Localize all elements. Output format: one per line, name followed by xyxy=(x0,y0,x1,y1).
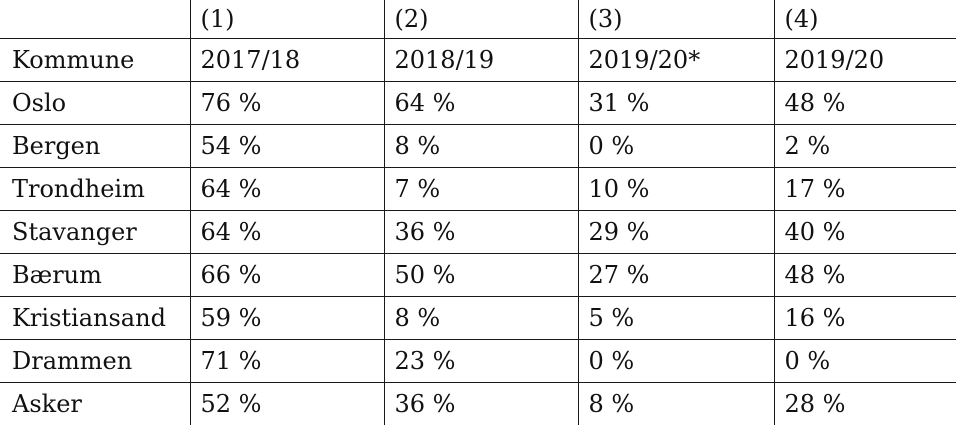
table-row: Bærum 66 % 50 % 27 % 48 % xyxy=(0,253,956,297)
value-cell: 2 % xyxy=(774,124,956,168)
value-cell: 66 % xyxy=(190,253,385,297)
value-cell: 54 % xyxy=(190,124,385,168)
value-cell: 0 % xyxy=(578,339,775,383)
value-cell: 8 % xyxy=(578,382,775,425)
value-cell: 64 % xyxy=(384,81,579,125)
empty-corner-cell xyxy=(0,0,191,39)
value-cell: 76 % xyxy=(190,81,385,125)
municipality-cell: Trondheim xyxy=(0,167,191,211)
column-number: (4) xyxy=(774,0,956,39)
value-cell: 48 % xyxy=(774,81,956,125)
value-cell: 0 % xyxy=(774,339,956,383)
table-row: Drammen 71 % 23 % 0 % 0 % xyxy=(0,339,956,383)
table-row: Oslo 76 % 64 % 31 % 48 % xyxy=(0,81,956,125)
value-cell: 59 % xyxy=(190,296,385,340)
column-number-row: (1) (2) (3) (4) xyxy=(0,0,956,39)
value-cell: 36 % xyxy=(384,382,579,425)
value-cell: 17 % xyxy=(774,167,956,211)
value-cell: 28 % xyxy=(784,390,846,418)
value-cell: 36 % xyxy=(384,210,579,254)
municipality-cell: Oslo xyxy=(0,81,191,125)
value-cell: 5 % xyxy=(578,296,775,340)
value-cell: 7 % xyxy=(384,167,579,211)
municipality-cell: Bærum xyxy=(0,253,191,297)
value-cell: 0 % xyxy=(578,124,775,168)
value-cell: 64 % xyxy=(190,210,385,254)
municipality-cell: Bergen xyxy=(0,124,191,168)
column-number: (3) xyxy=(578,0,775,39)
header-cell-kommune: Kommune xyxy=(0,38,191,82)
value-cell: 16 % xyxy=(774,296,956,340)
municipality-cell: Stavanger xyxy=(0,210,191,254)
value-cell: 10 % xyxy=(578,167,775,211)
value-cell: 31 % xyxy=(578,81,775,125)
header-cell-year: 2019/20* xyxy=(578,38,775,82)
table-row: Kristiansand 59 % 8 % 5 % 16 % xyxy=(0,296,956,340)
value-cell: 40 % xyxy=(774,210,956,254)
municipality-cell: Kristiansand xyxy=(0,296,191,340)
table-row: Bergen 54 % 8 % 0 % 2 % xyxy=(0,124,956,168)
header-cell-year: 2018/19 xyxy=(384,38,579,82)
column-number: (1) xyxy=(190,0,385,39)
value-cell: 64 % xyxy=(190,167,385,211)
municipality-cell: Asker xyxy=(0,382,191,425)
municipality-cell: Drammen xyxy=(0,339,191,383)
value-cell: 8 % xyxy=(384,124,579,168)
value-cell: 29 % xyxy=(578,210,775,254)
value-cell: 23 % xyxy=(384,339,579,383)
header-cell-year: 2017/18 xyxy=(190,38,385,82)
header-cell-year: 2019/20 xyxy=(774,38,956,82)
header-row: Kommune 2017/18 2018/19 2019/20* 2019/20 xyxy=(0,38,956,82)
column-number: (2) xyxy=(384,0,579,39)
value-cell: 8 % xyxy=(384,296,579,340)
value-cell: 27 % xyxy=(578,253,775,297)
table-row: Stavanger 64 % 36 % 29 % 40 % xyxy=(0,210,956,254)
value-cell: 52 % xyxy=(190,382,385,425)
value-cell: 50 % xyxy=(384,253,579,297)
value-cell: 71 % xyxy=(190,339,385,383)
table-row: Trondheim 64 % 7 % 10 % 17 % xyxy=(0,167,956,211)
table-row: Asker 52 % 36 % 8 % 28 % xyxy=(0,382,956,425)
value-cell: 48 % xyxy=(774,253,956,297)
